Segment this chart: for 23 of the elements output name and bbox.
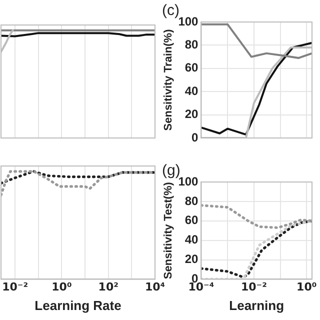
y-tick-label: 0 [192,130,199,144]
x-tick-label: 10⁴ [144,280,166,294]
x-tick-label: 10⁰ [52,280,72,294]
chart-title: (c) [162,2,180,20]
x-tick-label: 10² [98,280,119,294]
y-tick-label: 80 [184,38,199,52]
y-tick-label: 60 [184,60,199,75]
x-tick-label: 10⁰ [296,280,317,294]
y-tick-label: 60 [184,213,199,228]
y-tick-label: 20 [184,252,199,266]
y-tick-label: 40 [184,84,199,98]
y-axis-title: Sensitivity Test(%) [162,182,175,280]
y-tick-label: 100 [178,14,199,28]
chart-title: (g) [162,162,180,180]
y-tick-label: 40 [184,232,199,247]
x-axis-title: Learning Rate [34,298,122,313]
x-tick-label: 10⁻² [240,280,268,294]
y-tick-label: 100 [178,174,199,188]
y-tick-label: 20 [184,107,199,122]
y-axis-title: Sensitivity Train(%) [162,28,175,131]
x-tick-label: 10⁻² [2,280,28,294]
x-axis-title: Learning [229,298,284,313]
y-tick-label: 80 [184,194,199,208]
